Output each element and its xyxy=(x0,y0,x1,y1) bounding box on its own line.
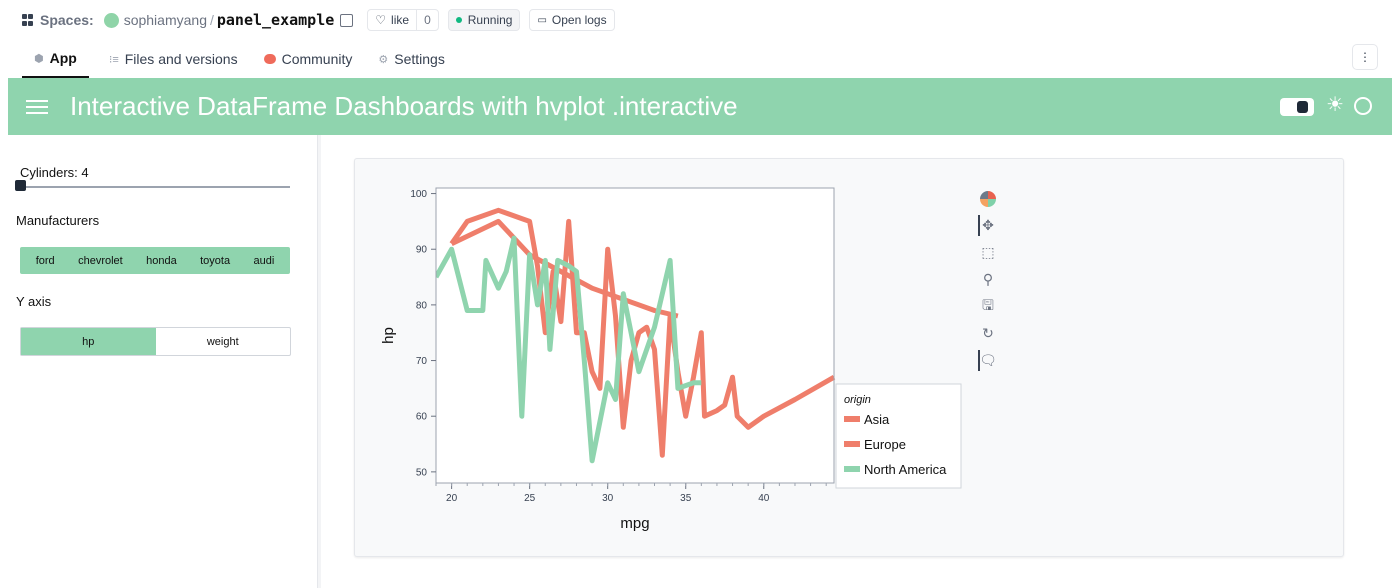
cylinders-slider-track[interactable] xyxy=(20,186,290,188)
tab-label: App xyxy=(49,50,77,66)
y-tick-label: 50 xyxy=(416,467,428,478)
legend-label: Asia xyxy=(864,412,890,427)
busy-indicator-icon xyxy=(1354,97,1372,115)
bokeh-toolbar: ✥ ⬚ ⚲ 🖫 ↻ 🗨 xyxy=(978,185,998,374)
pan-icon[interactable]: ✥ xyxy=(978,212,998,239)
manufacturers-label: Manufacturers xyxy=(16,213,100,228)
owner-link[interactable]: sophiamyang xyxy=(123,12,207,28)
x-tick-label: 20 xyxy=(446,493,458,504)
cylinders-slider-label: Cylinders: 4 xyxy=(20,165,89,180)
status-text: Running xyxy=(467,13,513,27)
open-logs-label: Open logs xyxy=(551,13,607,27)
theme-toggle[interactable] xyxy=(1280,98,1314,116)
plot-area xyxy=(436,188,834,483)
tab-label: Community xyxy=(281,51,353,67)
like-button[interactable]: ♡ like 0 xyxy=(367,9,439,31)
legend-label: North America xyxy=(864,462,947,477)
avatar[interactable] xyxy=(103,12,119,28)
cube-icon: ⬢ xyxy=(34,52,44,65)
tab-label: Files and versions xyxy=(124,51,238,67)
x-axis-label: mpg xyxy=(620,515,649,532)
yaxis-option-weight[interactable]: weight xyxy=(206,335,239,348)
y-axis-label: hp xyxy=(380,327,397,344)
manufacturer-chip[interactable]: ford xyxy=(35,254,55,267)
y-tick-label: 100 xyxy=(410,189,427,200)
series-line-north-america xyxy=(436,235,702,464)
yaxis-option-hp[interactable]: hp xyxy=(21,328,156,355)
status-badge[interactable]: Running xyxy=(447,9,521,31)
files-icon: ⁝≡ xyxy=(108,53,119,66)
x-tick-label: 35 xyxy=(680,493,692,504)
cylinders-slider-handle[interactable] xyxy=(15,180,26,191)
legend-label: Europe xyxy=(864,437,906,452)
heart-icon: ♡ xyxy=(375,13,387,27)
bokeh-logo-icon[interactable] xyxy=(978,185,998,212)
manufacturer-chip[interactable]: audi xyxy=(253,254,275,267)
wheel-zoom-icon[interactable]: ⚲ xyxy=(982,271,994,287)
hover-icon[interactable]: 🗨 xyxy=(978,347,998,374)
sun-icon[interactable]: ☀ xyxy=(1326,94,1344,116)
box-zoom-icon[interactable]: ⬚ xyxy=(981,244,995,260)
like-label: like xyxy=(391,13,410,27)
logs-icon: ▭ xyxy=(537,14,547,26)
space-tabs: ⬢ App ⁝≡ Files and versions Community ⚙ … xyxy=(0,40,1400,78)
plot-frame xyxy=(435,187,835,484)
manufacturer-chip[interactable]: toyota xyxy=(200,254,231,267)
tab-app[interactable]: ⬢ App xyxy=(22,40,89,78)
y-tick-label: 70 xyxy=(416,356,428,367)
reset-icon[interactable]: ↻ xyxy=(982,325,994,341)
y-tick-label: 60 xyxy=(416,412,428,423)
tab-community[interactable]: Community xyxy=(252,40,365,78)
manufacturer-chip[interactable]: honda xyxy=(146,254,177,267)
open-logs-button[interactable]: ▭ Open logs xyxy=(529,9,615,31)
spaces-header: Spaces: sophiamyang / panel_example ♡ li… xyxy=(0,0,1400,40)
page-title: Interactive DataFrame Dashboards with hv… xyxy=(70,91,738,121)
legend-title: origin xyxy=(844,394,871,406)
running-dot-icon xyxy=(455,17,462,23)
app-header: Interactive DataFrame Dashboards with hv… xyxy=(8,78,1392,135)
copy-icon[interactable] xyxy=(340,13,354,27)
hp-vs-mpg-chart[interactable]: 50 60 70 80 90 100 20 25 30 35 40 mpg hp origin Asia Eu… xyxy=(355,159,1345,558)
y-tick-label: 80 xyxy=(416,300,428,311)
tab-label: Settings xyxy=(394,51,445,67)
yaxis-label: Y axis xyxy=(16,294,52,309)
hamburger-menu-icon[interactable] xyxy=(26,96,48,118)
more-options-button[interactable]: ⋮ xyxy=(1352,44,1378,70)
tab-files[interactable]: ⁝≡ Files and versions xyxy=(97,40,250,78)
gear-icon: ⚙ xyxy=(378,53,389,66)
path-separator: / xyxy=(209,12,214,28)
manufacturers-multichoice[interactable]: ford chevrolet honda toyota audi xyxy=(20,247,290,274)
sidebar: Cylinders: 4 Manufacturers ford chevrole… xyxy=(8,135,321,588)
x-tick-label: 40 xyxy=(758,493,770,504)
spaces-label[interactable]: Spaces: xyxy=(40,12,94,28)
tab-settings[interactable]: ⚙ Settings xyxy=(366,40,456,78)
community-icon xyxy=(263,54,276,64)
x-tick-label: 30 xyxy=(602,493,614,504)
repo-name[interactable]: panel_example xyxy=(216,11,335,29)
plot-card: 50 60 70 80 90 100 20 25 30 35 40 mpg hp origin Asia Eu… xyxy=(354,158,1344,557)
manufacturer-chip[interactable]: chevrolet xyxy=(78,254,123,267)
y-tick-label: 90 xyxy=(416,245,428,256)
yaxis-radio-group: hp weight xyxy=(20,327,291,356)
save-icon[interactable]: 🖫 xyxy=(982,296,994,313)
like-count: 0 xyxy=(416,10,431,30)
spaces-logo-icon xyxy=(22,14,34,26)
x-tick-label: 25 xyxy=(524,493,536,504)
